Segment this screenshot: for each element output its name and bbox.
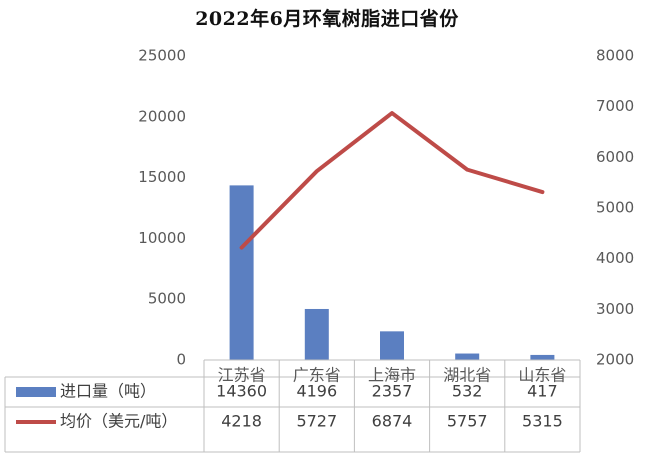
legend-key-bar (16, 387, 56, 397)
y-left-tick-label: 0 (176, 351, 186, 369)
bar (455, 353, 480, 360)
y-right-tick-label: 7000 (596, 97, 634, 115)
chart-title: 2022年6月环氧树脂进口省份 (195, 8, 459, 30)
y-right-tick-label: 4000 (596, 249, 634, 267)
y-left-tick-label: 15000 (138, 168, 186, 186)
legend-label: 进口量（吨） (60, 382, 156, 401)
y-right-tick-label: 6000 (596, 148, 634, 166)
table-cell: 2357 (372, 382, 413, 401)
table-cell: 5727 (296, 412, 337, 431)
line-series (239, 111, 545, 250)
y-left-tick-label: 20000 (138, 107, 186, 125)
bar (304, 308, 329, 360)
table-cell: 4218 (221, 412, 262, 431)
category-label: 山东省 (518, 366, 566, 385)
category-label: 江苏省 (218, 366, 266, 385)
table-cell: 5757 (447, 412, 488, 431)
legend-label: 均价（美元/吨） (60, 412, 177, 431)
y-left-tick-label: 5000 (148, 290, 186, 308)
category-label: 广东省 (293, 366, 341, 385)
table-cell: 4196 (296, 382, 337, 401)
category-label: 上海市 (368, 366, 416, 385)
y-right-tick-label: 3000 (596, 300, 634, 318)
table-cell: 14360 (216, 382, 267, 401)
y-left-tick-label: 10000 (138, 229, 186, 247)
category-label: 湖北省 (443, 366, 491, 385)
y-right-tick-label: 2000 (596, 351, 634, 369)
bar (380, 331, 404, 360)
y-right-tick-label: 5000 (596, 199, 634, 217)
y-right-tick-label: 8000 (596, 47, 634, 65)
bar (530, 354, 555, 360)
table-cell: 5315 (522, 412, 563, 431)
bar (229, 185, 254, 360)
table-cell: 417 (527, 382, 558, 401)
table-cell: 6874 (372, 412, 413, 431)
y-left-tick-label: 25000 (138, 47, 186, 65)
table-cell: 532 (452, 382, 483, 401)
